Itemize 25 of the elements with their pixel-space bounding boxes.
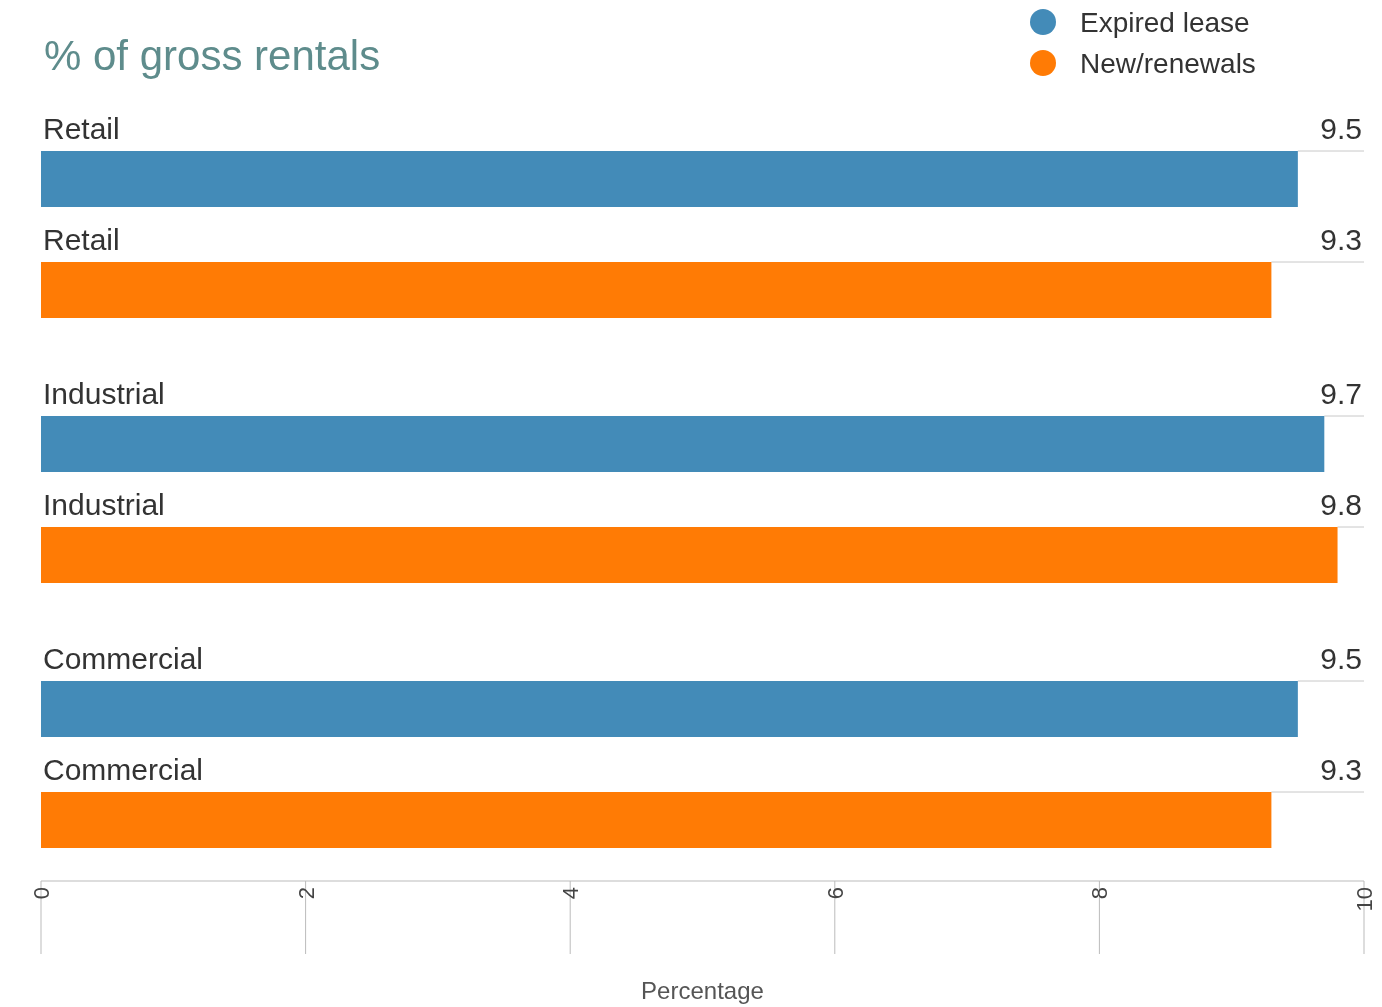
chart-title: % of gross rentals <box>44 32 381 79</box>
legend-label: Expired lease <box>1080 7 1250 38</box>
bar <box>41 151 1298 207</box>
x-tick-label: 0 <box>29 887 54 900</box>
y-tick-label: Industrial <box>43 488 165 521</box>
bar <box>41 792 1272 848</box>
x-axis-title: Percentage <box>641 977 764 1004</box>
x-tick-label: 6 <box>822 887 848 900</box>
x-tick-label: 2 <box>293 887 319 900</box>
data-label: 9.7 <box>1320 377 1362 410</box>
bar <box>41 681 1298 737</box>
bar <box>41 527 1338 583</box>
legend-label: New/renewals <box>1080 48 1256 79</box>
y-tick-label: Retail <box>43 223 120 256</box>
data-label: 9.3 <box>1320 753 1362 786</box>
data-label: 9.8 <box>1320 488 1362 521</box>
x-tick-label: 10 <box>1352 887 1377 912</box>
x-tick-label: 4 <box>558 887 584 900</box>
y-tick-label: Commercial <box>43 753 204 786</box>
x-tick-label: 8 <box>1087 887 1113 900</box>
data-label: 9.5 <box>1320 112 1362 145</box>
bar <box>41 416 1325 472</box>
data-label: 9.3 <box>1320 223 1362 256</box>
bar <box>41 262 1272 318</box>
data-label: 9.5 <box>1320 642 1362 675</box>
